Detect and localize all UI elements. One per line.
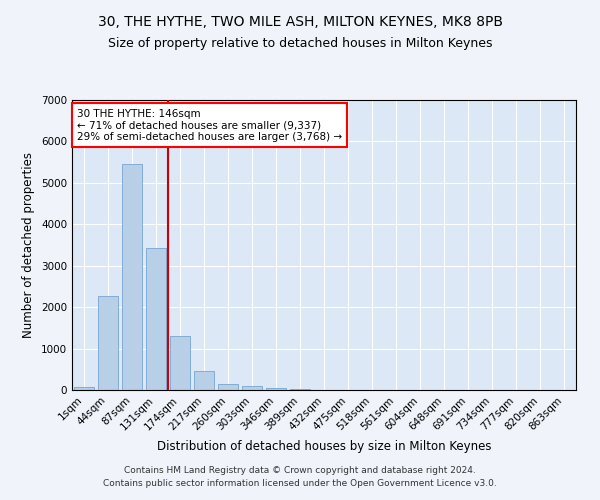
- Text: 30, THE HYTHE, TWO MILE ASH, MILTON KEYNES, MK8 8PB: 30, THE HYTHE, TWO MILE ASH, MILTON KEYN…: [97, 15, 503, 29]
- Y-axis label: Number of detached properties: Number of detached properties: [22, 152, 35, 338]
- Bar: [242, 386, 262, 390]
- Bar: [218, 384, 238, 390]
- Bar: [146, 248, 166, 390]
- Bar: [194, 370, 214, 390]
- X-axis label: Distribution of detached houses by size in Milton Keynes: Distribution of detached houses by size …: [157, 440, 491, 453]
- Text: Contains HM Land Registry data © Crown copyright and database right 2024.
Contai: Contains HM Land Registry data © Crown c…: [103, 466, 497, 487]
- Text: Size of property relative to detached houses in Milton Keynes: Size of property relative to detached ho…: [108, 38, 492, 51]
- Bar: [98, 296, 118, 390]
- Bar: [122, 164, 142, 390]
- Text: 30 THE HYTHE: 146sqm
← 71% of detached houses are smaller (9,337)
29% of semi-de: 30 THE HYTHE: 146sqm ← 71% of detached h…: [77, 108, 342, 142]
- Bar: [74, 387, 94, 390]
- Bar: [266, 388, 286, 390]
- Bar: [170, 336, 190, 390]
